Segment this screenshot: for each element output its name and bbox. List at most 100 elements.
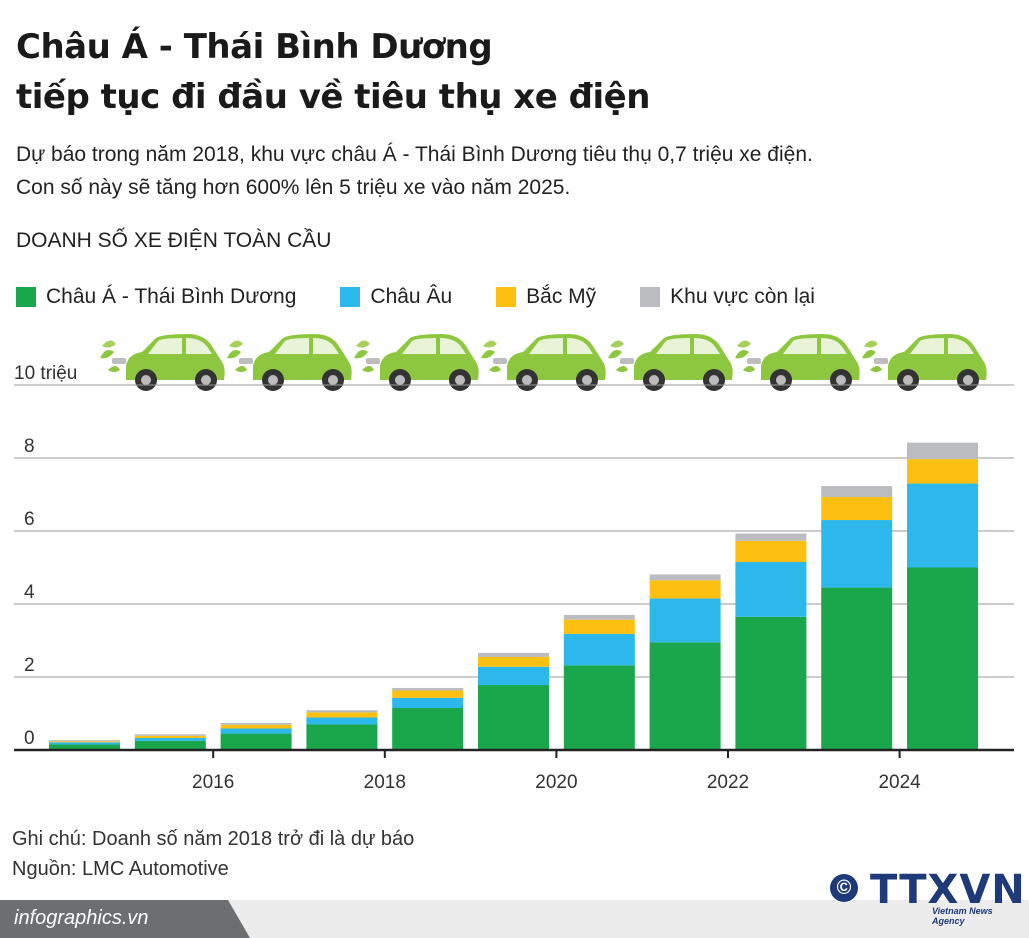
leaf-icon [235, 366, 247, 372]
leaf-icon [489, 366, 501, 372]
stacked-bar-chart: 0 2 4 6 8 10 triệu 2016 2018 2020 2022 2024 [14, 334, 1014, 793]
footer-site-label: infographics.vn [14, 907, 149, 929]
bar-segment [49, 740, 120, 742]
chart-axes: 0 2 4 6 8 10 triệu 2016 2018 2020 2022 2024 [14, 363, 1014, 793]
notes: Ghi chú: Doanh số năm 2018 trở đi là dự … [12, 824, 414, 884]
bar-segment [49, 741, 120, 743]
car-window [313, 338, 339, 354]
car-window [948, 338, 974, 354]
ttxvn-logo: TTXVN Vietnam News Agency [870, 870, 1025, 926]
plug-icon [112, 358, 126, 364]
leaf-icon [608, 350, 622, 359]
bar-segment [220, 722, 292, 725]
bar-segment [478, 656, 549, 667]
bar-segment [821, 486, 893, 498]
car-window [148, 338, 182, 354]
car-hub [903, 375, 913, 385]
source-line: Nguồn: LMC Automotive [12, 858, 229, 880]
car-hub [328, 375, 338, 385]
bar-segment [134, 734, 206, 736]
leaf-icon [743, 366, 755, 372]
car-hub [455, 375, 465, 385]
leaf-icon [100, 350, 114, 359]
title-line-1: Châu Á - Thái Bình Dương [16, 27, 493, 67]
bar-segment [392, 697, 464, 709]
bar-segment [306, 717, 378, 725]
bar-segment [392, 708, 464, 750]
page-title: Châu Á - Thái Bình Dương tiếp tục đi đầu… [16, 22, 650, 122]
car-window [402, 338, 436, 354]
bar-segment [649, 642, 721, 750]
car-hub [709, 375, 719, 385]
leaf-icon [610, 340, 624, 348]
bar-segment [735, 533, 807, 541]
bar-segment [735, 562, 807, 617]
bar-segment [134, 740, 206, 750]
bar-segment [220, 733, 292, 750]
leaf-icon [483, 340, 497, 348]
bar-segment [649, 574, 721, 581]
description-line-1: Dự báo trong năm 2018, khu vực châu Á - … [16, 143, 813, 166]
car-window [275, 338, 309, 354]
legend-label-rest-of-world: Khu vực còn lại [670, 285, 815, 308]
plug-icon [493, 358, 507, 364]
x-tick-label: 2024 [878, 772, 921, 793]
legend-swatch-north-america [496, 287, 517, 307]
plug-icon [620, 358, 634, 364]
leaf-icon [356, 340, 370, 348]
bar-segment [563, 619, 635, 634]
bar-segment [220, 728, 292, 734]
car-window [656, 338, 690, 354]
car-hub [776, 375, 786, 385]
leaf-icon [227, 350, 241, 359]
bar-segment [907, 442, 978, 460]
bar-segment [392, 687, 464, 691]
x-tick-label: 2020 [535, 772, 577, 793]
leaf-icon [354, 350, 368, 359]
x-tick-label: 2022 [707, 772, 749, 793]
bar-segment [907, 567, 978, 750]
leaf-icon [108, 366, 120, 372]
car-hub [268, 375, 278, 385]
legend-swatch-asia-pacific [16, 287, 36, 307]
chart-heading: DOANH SỐ XE ĐIỆN TOÀN CẦU [16, 229, 332, 252]
bar-segment [306, 712, 378, 718]
copyright-icon: © [830, 874, 858, 902]
x-tick-label: 2018 [364, 772, 406, 793]
legend-label-north-america: Bắc Mỹ [526, 285, 597, 308]
leaf-icon [481, 350, 495, 359]
car-window [783, 338, 817, 354]
bar-segment [49, 742, 120, 745]
car-hub [522, 375, 532, 385]
x-tick-label: 2016 [192, 772, 234, 793]
plug-icon [239, 358, 253, 364]
car-window [440, 338, 466, 354]
car-hub [201, 375, 211, 385]
bar-segment [649, 598, 721, 643]
leaf-icon [362, 366, 374, 372]
description-line-2: Con số này sẽ tăng hơn 600% lên 5 triệu … [16, 176, 571, 199]
electric-car-icon [227, 334, 352, 391]
y-tick-label: 8 [24, 436, 35, 457]
legend-item-north-america: Bắc Mỹ [496, 285, 596, 309]
bar-segment [821, 587, 893, 750]
legend-swatch-europe [340, 287, 361, 307]
bar-segment [49, 744, 120, 750]
plug-icon [747, 358, 761, 364]
legend: Châu Á - Thái Bình Dương Châu Âu Bắc Mỹ … [16, 285, 859, 309]
chart-bars [49, 442, 978, 750]
legend-item-rest-of-world: Khu vực còn lại [640, 285, 815, 309]
y-tick-label: 6 [24, 509, 35, 530]
bar-segment [478, 652, 549, 657]
bar-segment [563, 614, 635, 620]
bar-segment [134, 735, 206, 738]
bar-segment [649, 580, 721, 599]
car-hub [649, 375, 659, 385]
bar-segment [907, 459, 978, 484]
y-top-label: 10 triệu [14, 363, 77, 384]
car-window [186, 338, 212, 354]
electric-car-icon [735, 334, 860, 391]
plug-icon [874, 358, 888, 364]
plug-icon [366, 358, 380, 364]
footer-site-link[interactable]: infographics.vn [0, 900, 250, 938]
